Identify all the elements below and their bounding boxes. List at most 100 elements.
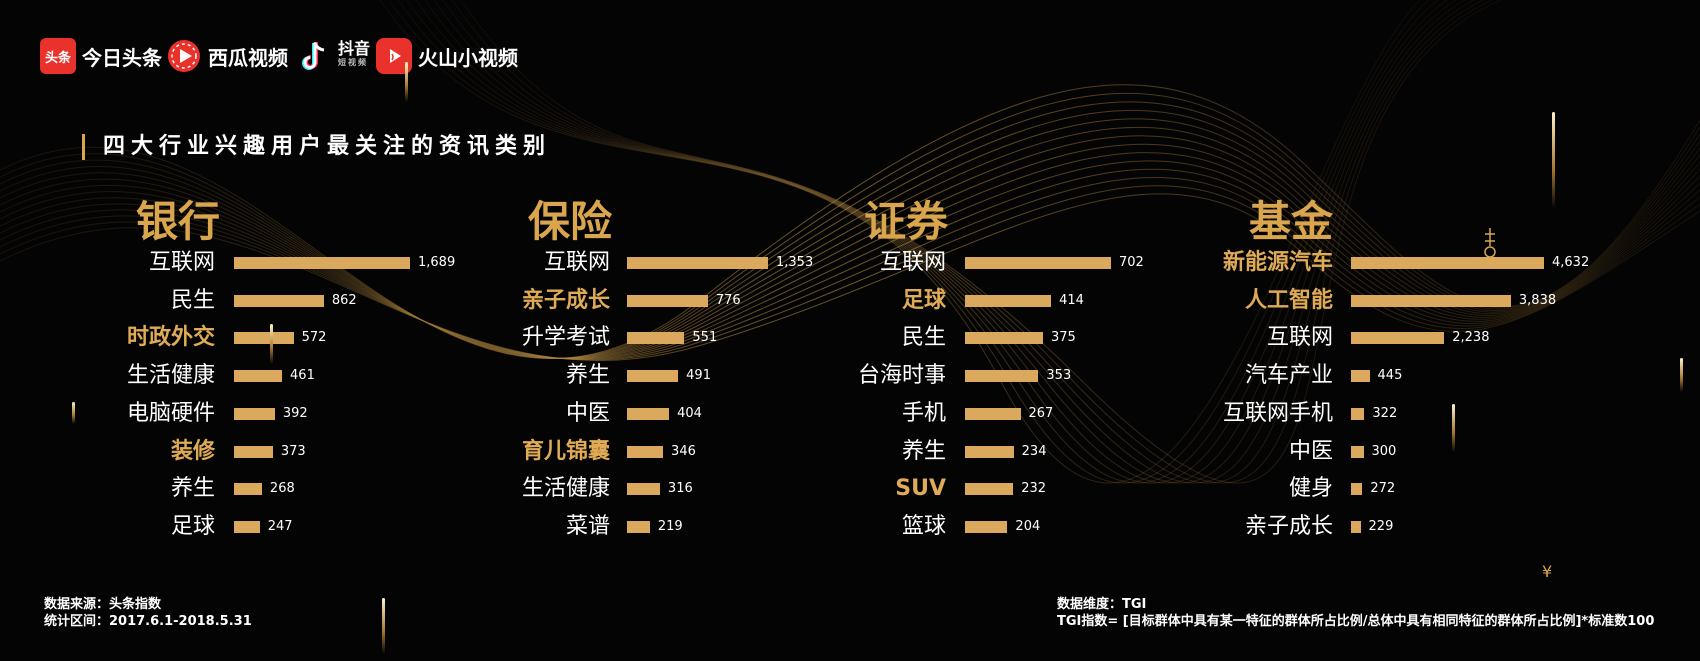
chart-2-bar	[627, 257, 768, 269]
chart-4-category-label: 人工智能	[1244, 287, 1333, 313]
chart-2-bar	[627, 332, 685, 345]
sparkle-decor	[1452, 404, 1455, 452]
chart-4-value-label: 445	[1377, 368, 1403, 384]
wave-line	[0, 126, 1700, 359]
chart-3-value-label: 702	[1119, 255, 1144, 270]
chart-2-value-label: 404	[677, 405, 702, 421]
chart-3-title: 证券	[863, 197, 948, 246]
sparkle-decor	[270, 324, 273, 364]
chart-4-bar	[1351, 407, 1365, 420]
chart-2-bar	[627, 520, 650, 533]
chart-2-bar	[627, 445, 664, 458]
chart-4-value-label: 229	[1368, 518, 1394, 534]
chart-3-category-label: 养生	[901, 438, 946, 464]
chart-3-value-label: 353	[1046, 368, 1072, 384]
chart-2-value-label: 346	[671, 443, 696, 459]
wave-line	[451, 0, 1493, 484]
chart-4-category-label: 健身	[1288, 476, 1333, 502]
chart-1-bar	[234, 520, 260, 533]
chart-4-bar	[1351, 483, 1363, 496]
chart-2-category-label: 菜谱	[565, 513, 610, 539]
chart-3-bar	[965, 520, 1008, 533]
footer-source-line: 数据来源：头条指数	[44, 597, 162, 612]
chart-3-category-label: 篮球	[901, 513, 946, 539]
xigua-name: 西瓜视频	[208, 45, 288, 70]
chart-3-value-label: 204	[1015, 518, 1041, 534]
chart-1-title: 银行	[135, 197, 220, 246]
chart-3-value-label: 232	[1021, 481, 1047, 497]
chart-3-value-label: 234	[1021, 443, 1047, 459]
wave-line	[0, 135, 1700, 359]
chart-1-bar	[234, 483, 262, 496]
chart-4-category-label: 亲子成长	[1244, 513, 1333, 539]
chart-2-value-label: 551	[692, 330, 718, 346]
toutiao-logo: 头条 今日头条	[40, 36, 162, 76]
chart-1-category-label: 足球	[170, 513, 215, 539]
chart-3-value-label: 267	[1028, 405, 1054, 421]
xigua-logo: 西瓜视频	[166, 36, 288, 76]
chart-4-bar	[1351, 257, 1544, 269]
chart-2-bar	[627, 294, 708, 307]
huoshan-logo: 火山小视频	[376, 36, 518, 76]
chart-4-category-label: 新能源汽车	[1222, 250, 1333, 275]
chart-4-value-label: 3,838	[1518, 292, 1557, 308]
yen-decor-icon: ¥	[1542, 562, 1553, 581]
chart-4-value-label: 272	[1370, 481, 1396, 497]
chart-3-bar	[965, 370, 1039, 383]
chart-2-title: 保险	[527, 197, 612, 246]
wave-line	[0, 118, 1700, 359]
chart-2-category-label: 中医	[565, 400, 610, 426]
chart-1-category-label: 生活健康	[126, 363, 215, 389]
sparkle-decor	[382, 598, 385, 654]
footer-tgi-formula: TGI指数= [目标群体中具有某一特征的群体所占比例/总体中具有相同特征的群体所…	[1057, 614, 1655, 629]
venus-decor-icon	[1484, 228, 1496, 258]
sparkle-decor	[72, 402, 75, 424]
wave-line	[415, 0, 1457, 484]
chart-1-bar	[234, 445, 273, 458]
chart-2-category-label: 养生	[565, 363, 610, 389]
huoshan-name: 火山小视频	[418, 45, 518, 70]
chart-1-value-label: 268	[269, 481, 295, 497]
chart-1-value-label: 247	[267, 518, 293, 534]
wave-line	[0, 143, 1700, 359]
chart-4-value-label: 300	[1371, 443, 1397, 459]
chart-1-value-label: 373	[280, 443, 306, 459]
chart-2-value-label: 316	[667, 481, 693, 497]
chart-1-bar	[234, 294, 324, 307]
wave-line	[433, 0, 1475, 484]
chart-1-value-label: 1,689	[418, 255, 456, 270]
chart-1-category-label: 养生	[170, 476, 215, 502]
chart-2-bar	[627, 370, 679, 383]
sparkle-decor	[405, 62, 408, 102]
chart-3-bar	[965, 483, 1014, 496]
chart-2-value-label: 776	[715, 292, 741, 308]
footer-source: 数据来源：头条指数 统计区间：2017.6.1-2018.5.31	[44, 596, 252, 630]
chart-4-category-label: 互联网手机	[1222, 400, 1333, 426]
wave-line	[0, 152, 1700, 360]
wave-line	[442, 0, 1484, 484]
sparkle-decor	[1680, 358, 1683, 392]
chart-4-category-label: 中医	[1288, 438, 1333, 464]
chart-3-category-label: 足球	[901, 287, 946, 313]
footer-tgi: 数据维度：TGI TGI指数= [目标群体中具有某一特征的群体所占比例/总体中具…	[1057, 596, 1654, 630]
chart-2-category-label: 互联网	[543, 250, 610, 275]
chart-2-bar	[627, 483, 660, 496]
chart-1-bar	[234, 407, 275, 420]
chart-1-value-label: 392	[282, 405, 308, 421]
chart-1-value-label: 862	[331, 292, 357, 308]
chart-4-bar	[1351, 332, 1445, 345]
chart-2-category-label: 育儿锦囊	[521, 438, 610, 464]
chart-1-category-label: 装修	[170, 438, 215, 464]
footer-dimension-line: 数据维度：TGI	[1057, 597, 1147, 612]
chart-1-value-label: 461	[290, 368, 315, 384]
footer-period-line: 统计区间：2017.6.1-2018.5.31	[44, 614, 252, 629]
chart-3-category-label: 台海时事	[857, 363, 946, 389]
chart-1-bar	[234, 370, 283, 383]
chart-4-category-label: 汽车产业	[1244, 363, 1333, 389]
chart-2-bar	[627, 407, 670, 420]
douyin-name: 抖音 短视频	[338, 39, 371, 68]
wave-line	[0, 160, 1700, 360]
section-title: 四大行业兴趣用户最关注的资讯类别	[82, 134, 551, 160]
chart-2-category-label: 生活健康	[521, 476, 610, 502]
chart-2-category-label: 升学考试	[521, 325, 610, 351]
